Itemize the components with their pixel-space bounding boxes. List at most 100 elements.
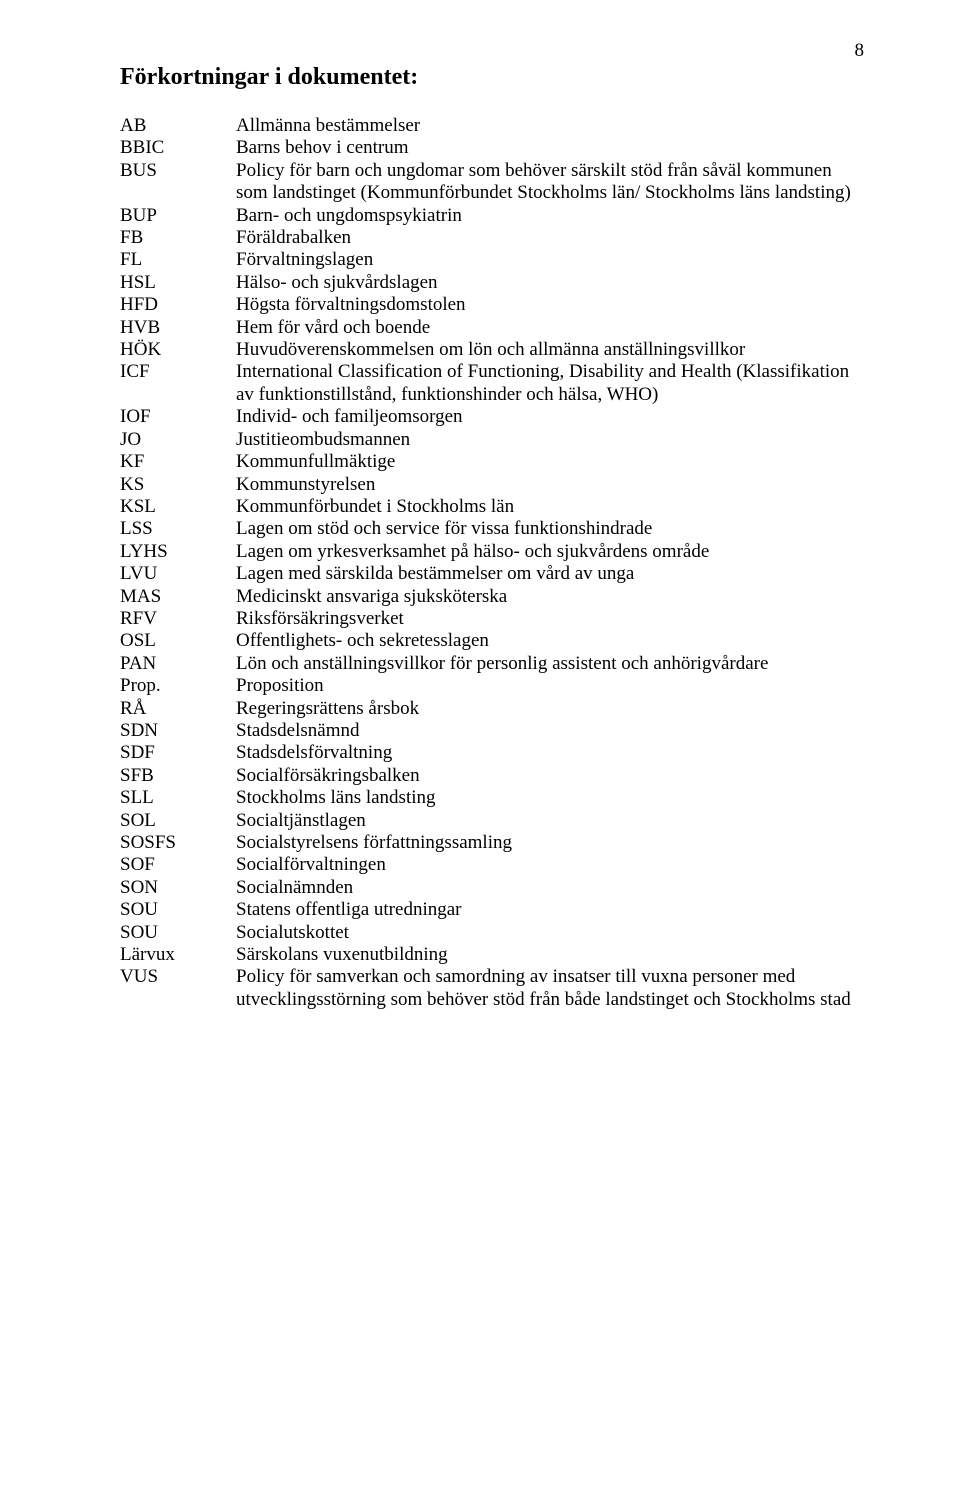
abbr-term: BUP (120, 205, 236, 227)
abbr-row: Prop.Proposition (120, 675, 864, 697)
abbr-definition: Medicinskt ansvariga sjuksköterska (236, 586, 864, 608)
abbr-row: IOFIndivid- och familjeomsorgen (120, 406, 864, 428)
abbr-term: LVU (120, 563, 236, 585)
abbr-definition: Förvaltningslagen (236, 249, 864, 271)
abbr-definition: Proposition (236, 675, 864, 697)
abbr-term: HÖK (120, 339, 236, 361)
abbr-definition: Allmänna bestämmelser (236, 115, 864, 137)
abbr-term: BUS (120, 160, 236, 182)
abbr-term: KSL (120, 496, 236, 518)
abbr-row: KSLKommunförbundet i Stockholms län (120, 496, 864, 518)
abbr-term: FL (120, 249, 236, 271)
abbr-definition: Stadsdelsförvaltning (236, 742, 864, 764)
abbr-row: MASMedicinskt ansvariga sjuksköterska (120, 586, 864, 608)
abbr-row: FLFörvaltningslagen (120, 249, 864, 271)
abbr-definition: Stadsdelsnämnd (236, 720, 864, 742)
abbr-definition: Kommunfullmäktige (236, 451, 864, 473)
abbr-row: SLLStockholms läns landsting (120, 787, 864, 809)
abbr-term: OSL (120, 630, 236, 652)
abbr-row: JOJustitieombudsmannen (120, 429, 864, 451)
abbr-row: SOUSocialutskottet (120, 922, 864, 944)
abbr-row: HSLHälso- och sjukvårdslagen (120, 272, 864, 294)
abbr-definition: Lön och anställningsvillkor för personli… (236, 653, 864, 675)
abbr-term: Prop. (120, 675, 236, 697)
document-page: 8 Förkortningar i dokumentet: ABAllmänna… (0, 0, 960, 1503)
abbr-definition: Hem för vård och boende (236, 317, 864, 339)
abbr-term: MAS (120, 586, 236, 608)
abbr-term: KF (120, 451, 236, 473)
abbr-definition: Regeringsrättens årsbok (236, 698, 864, 720)
abbr-term: SON (120, 877, 236, 899)
abbr-row: SDFStadsdelsförvaltning (120, 742, 864, 764)
abbr-definition: Föräldrabalken (236, 227, 864, 249)
abbr-term: SDF (120, 742, 236, 764)
abbr-term: Lärvux (120, 944, 236, 966)
abbr-row: HVBHem för vård och boende (120, 317, 864, 339)
abbr-term: LYHS (120, 541, 236, 563)
abbr-definition: Lagen om stöd och service för vissa funk… (236, 518, 864, 540)
abbr-definition: Policy för samverkan och samordning av i… (236, 966, 864, 1011)
abbr-term: VUS (120, 966, 236, 988)
abbr-definition: Kommunförbundet i Stockholms län (236, 496, 864, 518)
abbr-definition: Socialnämnden (236, 877, 864, 899)
abbr-term: FB (120, 227, 236, 249)
abbr-term: HSL (120, 272, 236, 294)
abbr-term: SDN (120, 720, 236, 742)
abbr-term: HVB (120, 317, 236, 339)
abbr-definition: Statens offentliga utredningar (236, 899, 864, 921)
abbr-definition: Riksförsäkringsverket (236, 608, 864, 630)
abbr-row: OSLOffentlighets- och sekretesslagen (120, 630, 864, 652)
abbr-definition: Socialförvaltningen (236, 854, 864, 876)
abbr-definition: Justitieombudsmannen (236, 429, 864, 451)
abbr-definition: Huvudöverenskommelsen om lön och allmänn… (236, 339, 864, 361)
abbr-term: HFD (120, 294, 236, 316)
abbr-definition: Socialstyrelsens författningssamling (236, 832, 864, 854)
abbr-row: SONSocialnämnden (120, 877, 864, 899)
abbr-row: SOUStatens offentliga utredningar (120, 899, 864, 921)
abbr-term: SOU (120, 899, 236, 921)
abbr-definition: Policy för barn och ungdomar som behöver… (236, 160, 864, 205)
abbr-term: BBIC (120, 137, 236, 159)
abbr-row: FBFöräldrabalken (120, 227, 864, 249)
abbr-term: IOF (120, 406, 236, 428)
abbr-definition: Individ- och familjeomsorgen (236, 406, 864, 428)
abbr-row: SFBSocialförsäkringsbalken (120, 765, 864, 787)
abbr-term: RÅ (120, 698, 236, 720)
abbr-term: SOSFS (120, 832, 236, 854)
abbr-definition: Barn- och ungdomspsykiatrin (236, 205, 864, 227)
abbr-row: VUSPolicy för samverkan och samordning a… (120, 966, 864, 1011)
abbr-row: KFKommunfullmäktige (120, 451, 864, 473)
abbr-definition: Socialtjänstlagen (236, 810, 864, 832)
abbr-term: ICF (120, 361, 236, 383)
abbr-term: SOF (120, 854, 236, 876)
page-number: 8 (855, 40, 865, 62)
abbr-definition: Högsta förvaltningsdomstolen (236, 294, 864, 316)
abbr-row: HÖKHuvudöverenskommelsen om lön och allm… (120, 339, 864, 361)
abbr-definition: Barns behov i centrum (236, 137, 864, 159)
abbr-row: LYHSLagen om yrkesverksamhet på hälso- o… (120, 541, 864, 563)
abbr-definition: Stockholms läns landsting (236, 787, 864, 809)
abbr-term: JO (120, 429, 236, 451)
abbr-row: PANLön och anställningsvillkor för perso… (120, 653, 864, 675)
abbr-row: SOLSocialtjänstlagen (120, 810, 864, 832)
abbr-row: LVULagen med särskilda bestämmelser om v… (120, 563, 864, 585)
section-heading: Förkortningar i dokumentet: (120, 64, 864, 91)
abbr-definition: Hälso- och sjukvårdslagen (236, 272, 864, 294)
abbr-term: SLL (120, 787, 236, 809)
abbr-term: RFV (120, 608, 236, 630)
abbr-definition: Kommunstyrelsen (236, 474, 864, 496)
abbr-definition: Lagen med särskilda bestämmelser om vård… (236, 563, 864, 585)
abbr-definition: Socialutskottet (236, 922, 864, 944)
abbr-term: KS (120, 474, 236, 496)
abbr-row: BBICBarns behov i centrum (120, 137, 864, 159)
abbr-term: SOU (120, 922, 236, 944)
abbr-row: LärvuxSärskolans vuxenutbildning (120, 944, 864, 966)
abbr-term: SFB (120, 765, 236, 787)
abbr-term: PAN (120, 653, 236, 675)
abbr-row: BUPBarn- och ungdomspsykiatrin (120, 205, 864, 227)
abbr-term: LSS (120, 518, 236, 540)
abbr-definition: Särskolans vuxenutbildning (236, 944, 864, 966)
abbr-definition: Socialförsäkringsbalken (236, 765, 864, 787)
abbreviation-list: ABAllmänna bestämmelserBBICBarns behov i… (120, 115, 864, 1011)
abbr-row: ICFInternational Classification of Funct… (120, 361, 864, 406)
